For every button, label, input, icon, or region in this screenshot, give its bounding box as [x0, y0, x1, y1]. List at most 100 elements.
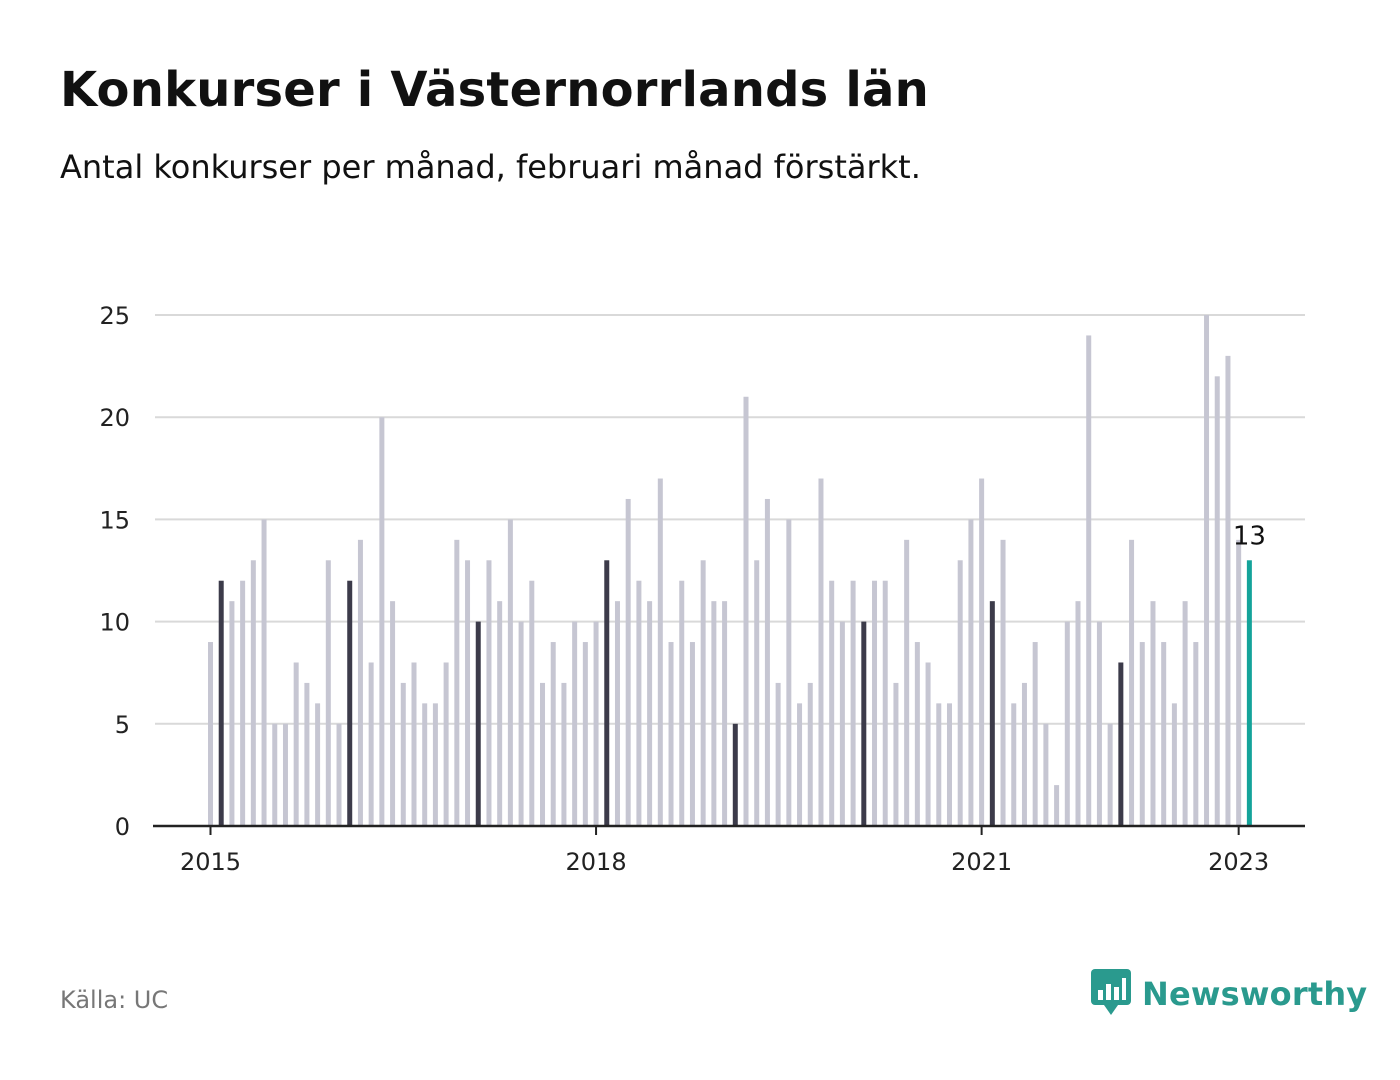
- bar-2022-09: [1193, 642, 1199, 826]
- bar-2015-11: [315, 703, 321, 826]
- bar-2015-02: [218, 580, 224, 826]
- bar-2015-12: [325, 560, 331, 826]
- bar-2018-11: [700, 560, 706, 826]
- bar-2016-12: [454, 539, 460, 826]
- bar-2017-03: [486, 560, 492, 826]
- bar-2016-11: [443, 662, 449, 826]
- bar-2018-10: [689, 642, 695, 826]
- bar-2015-07: [272, 723, 278, 826]
- bar-2023-01: [1236, 539, 1242, 826]
- bar-2019-10: [818, 478, 824, 826]
- bar-2017-05: [507, 519, 513, 826]
- bar-2017-09: [550, 642, 556, 826]
- bar-2020-01: [850, 580, 856, 826]
- bar-2019-08: [797, 703, 803, 826]
- bar-chart-speech-bubble-icon: [1090, 968, 1132, 1020]
- bar-2020-08: [925, 662, 931, 826]
- bar-2017-10: [561, 682, 567, 826]
- bar-2018-04: [625, 498, 631, 826]
- bar-2020-06: [904, 539, 910, 826]
- y-tick-label: 25: [99, 302, 130, 330]
- x-tick-label: 2021: [951, 848, 1012, 876]
- bar-2019-11: [829, 580, 835, 826]
- bar-2021-09: [1064, 621, 1070, 826]
- bar-2018-07: [657, 478, 663, 826]
- bar-2022-03: [1129, 539, 1135, 826]
- bar-2022-10: [1204, 315, 1210, 826]
- bar-2022-12: [1225, 355, 1231, 826]
- bar-2016-02: [347, 580, 353, 826]
- bar-2019-04: [754, 560, 760, 826]
- bar-2018-06: [647, 601, 653, 826]
- bar-2021-05: [1021, 682, 1027, 826]
- y-tick-label: 0: [115, 813, 130, 841]
- bar-2021-01: [979, 478, 985, 826]
- bar-2018-12: [711, 601, 717, 826]
- bar-2016-10: [432, 703, 438, 826]
- source-note: Källa: UC: [60, 986, 169, 1014]
- bar-2020-12: [968, 519, 974, 826]
- bar-2015-05: [250, 560, 256, 826]
- bar-2019-09: [807, 682, 813, 826]
- bar-2022-01: [1107, 723, 1113, 826]
- bar-2020-02: [861, 621, 867, 826]
- chart-title: Konkurser i Västernorrlands län: [60, 62, 929, 118]
- bar-2020-03: [872, 580, 878, 826]
- bar-2015-08: [282, 723, 288, 826]
- x-tick-label: 2023: [1208, 848, 1269, 876]
- bar-2019-05: [764, 498, 770, 826]
- bar-2019-12: [839, 621, 845, 826]
- bar-2022-08: [1182, 601, 1188, 826]
- bar-2020-09: [936, 703, 942, 826]
- bar-2017-04: [497, 601, 503, 826]
- bar-2017-07: [529, 580, 535, 826]
- bar-2015-01: [208, 642, 213, 826]
- bar-2020-11: [957, 560, 963, 826]
- bar-2015-04: [240, 580, 246, 826]
- bar-2019-01: [722, 601, 728, 826]
- bar-2020-10: [946, 703, 952, 826]
- y-tick-label: 10: [99, 609, 130, 637]
- bar-2021-02: [989, 601, 995, 826]
- y-axis-ticks: 0 5 10 15 20 25: [99, 302, 130, 841]
- brand-name: Newsworthy: [1142, 975, 1368, 1013]
- bar-2021-04: [1011, 703, 1017, 826]
- bar-2017-02: [475, 621, 481, 826]
- bar-2022-04: [1139, 642, 1145, 826]
- bar-2015-10: [304, 682, 310, 826]
- bars: [208, 315, 1252, 826]
- bar-2018-03: [614, 601, 620, 826]
- bar-2020-04: [882, 580, 888, 826]
- bar-2021-11: [1086, 335, 1092, 826]
- bar-2016-06: [390, 601, 396, 826]
- gridlines: [155, 314, 1305, 725]
- bar-2022-11: [1214, 376, 1220, 826]
- y-tick-label: 20: [99, 404, 130, 432]
- bar-2019-03: [743, 396, 749, 826]
- brand-logo[interactable]: Newsworthy: [1090, 968, 1367, 1020]
- bar-2018-09: [679, 580, 685, 826]
- x-tick-label: 2015: [180, 848, 241, 876]
- bar-2018-08: [668, 642, 674, 826]
- bar-2021-08: [1054, 785, 1060, 826]
- y-tick-label: 15: [99, 506, 130, 534]
- bar-2019-02: [732, 723, 738, 826]
- data-labels: 13: [1233, 521, 1266, 551]
- bar-2016-08: [411, 662, 417, 826]
- bar-2017-11: [572, 621, 578, 826]
- bar-2022-07: [1171, 703, 1177, 826]
- bar-2020-07: [914, 642, 920, 826]
- bar-2021-07: [1043, 723, 1049, 826]
- bar-2020-05: [893, 682, 899, 826]
- bar-2018-02: [604, 560, 610, 826]
- bar-2017-01: [465, 560, 471, 826]
- bar-2017-08: [540, 682, 546, 826]
- bar-2017-12: [582, 642, 588, 826]
- bar-2016-04: [368, 662, 374, 826]
- bar-2021-03: [1000, 539, 1006, 826]
- bar-2015-09: [293, 662, 299, 826]
- x-axis-ticks: 2015 2018 2021 2023: [180, 826, 1269, 876]
- y-tick-label: 5: [115, 711, 130, 739]
- bar-2017-06: [518, 621, 524, 826]
- bar-2016-01: [336, 723, 342, 826]
